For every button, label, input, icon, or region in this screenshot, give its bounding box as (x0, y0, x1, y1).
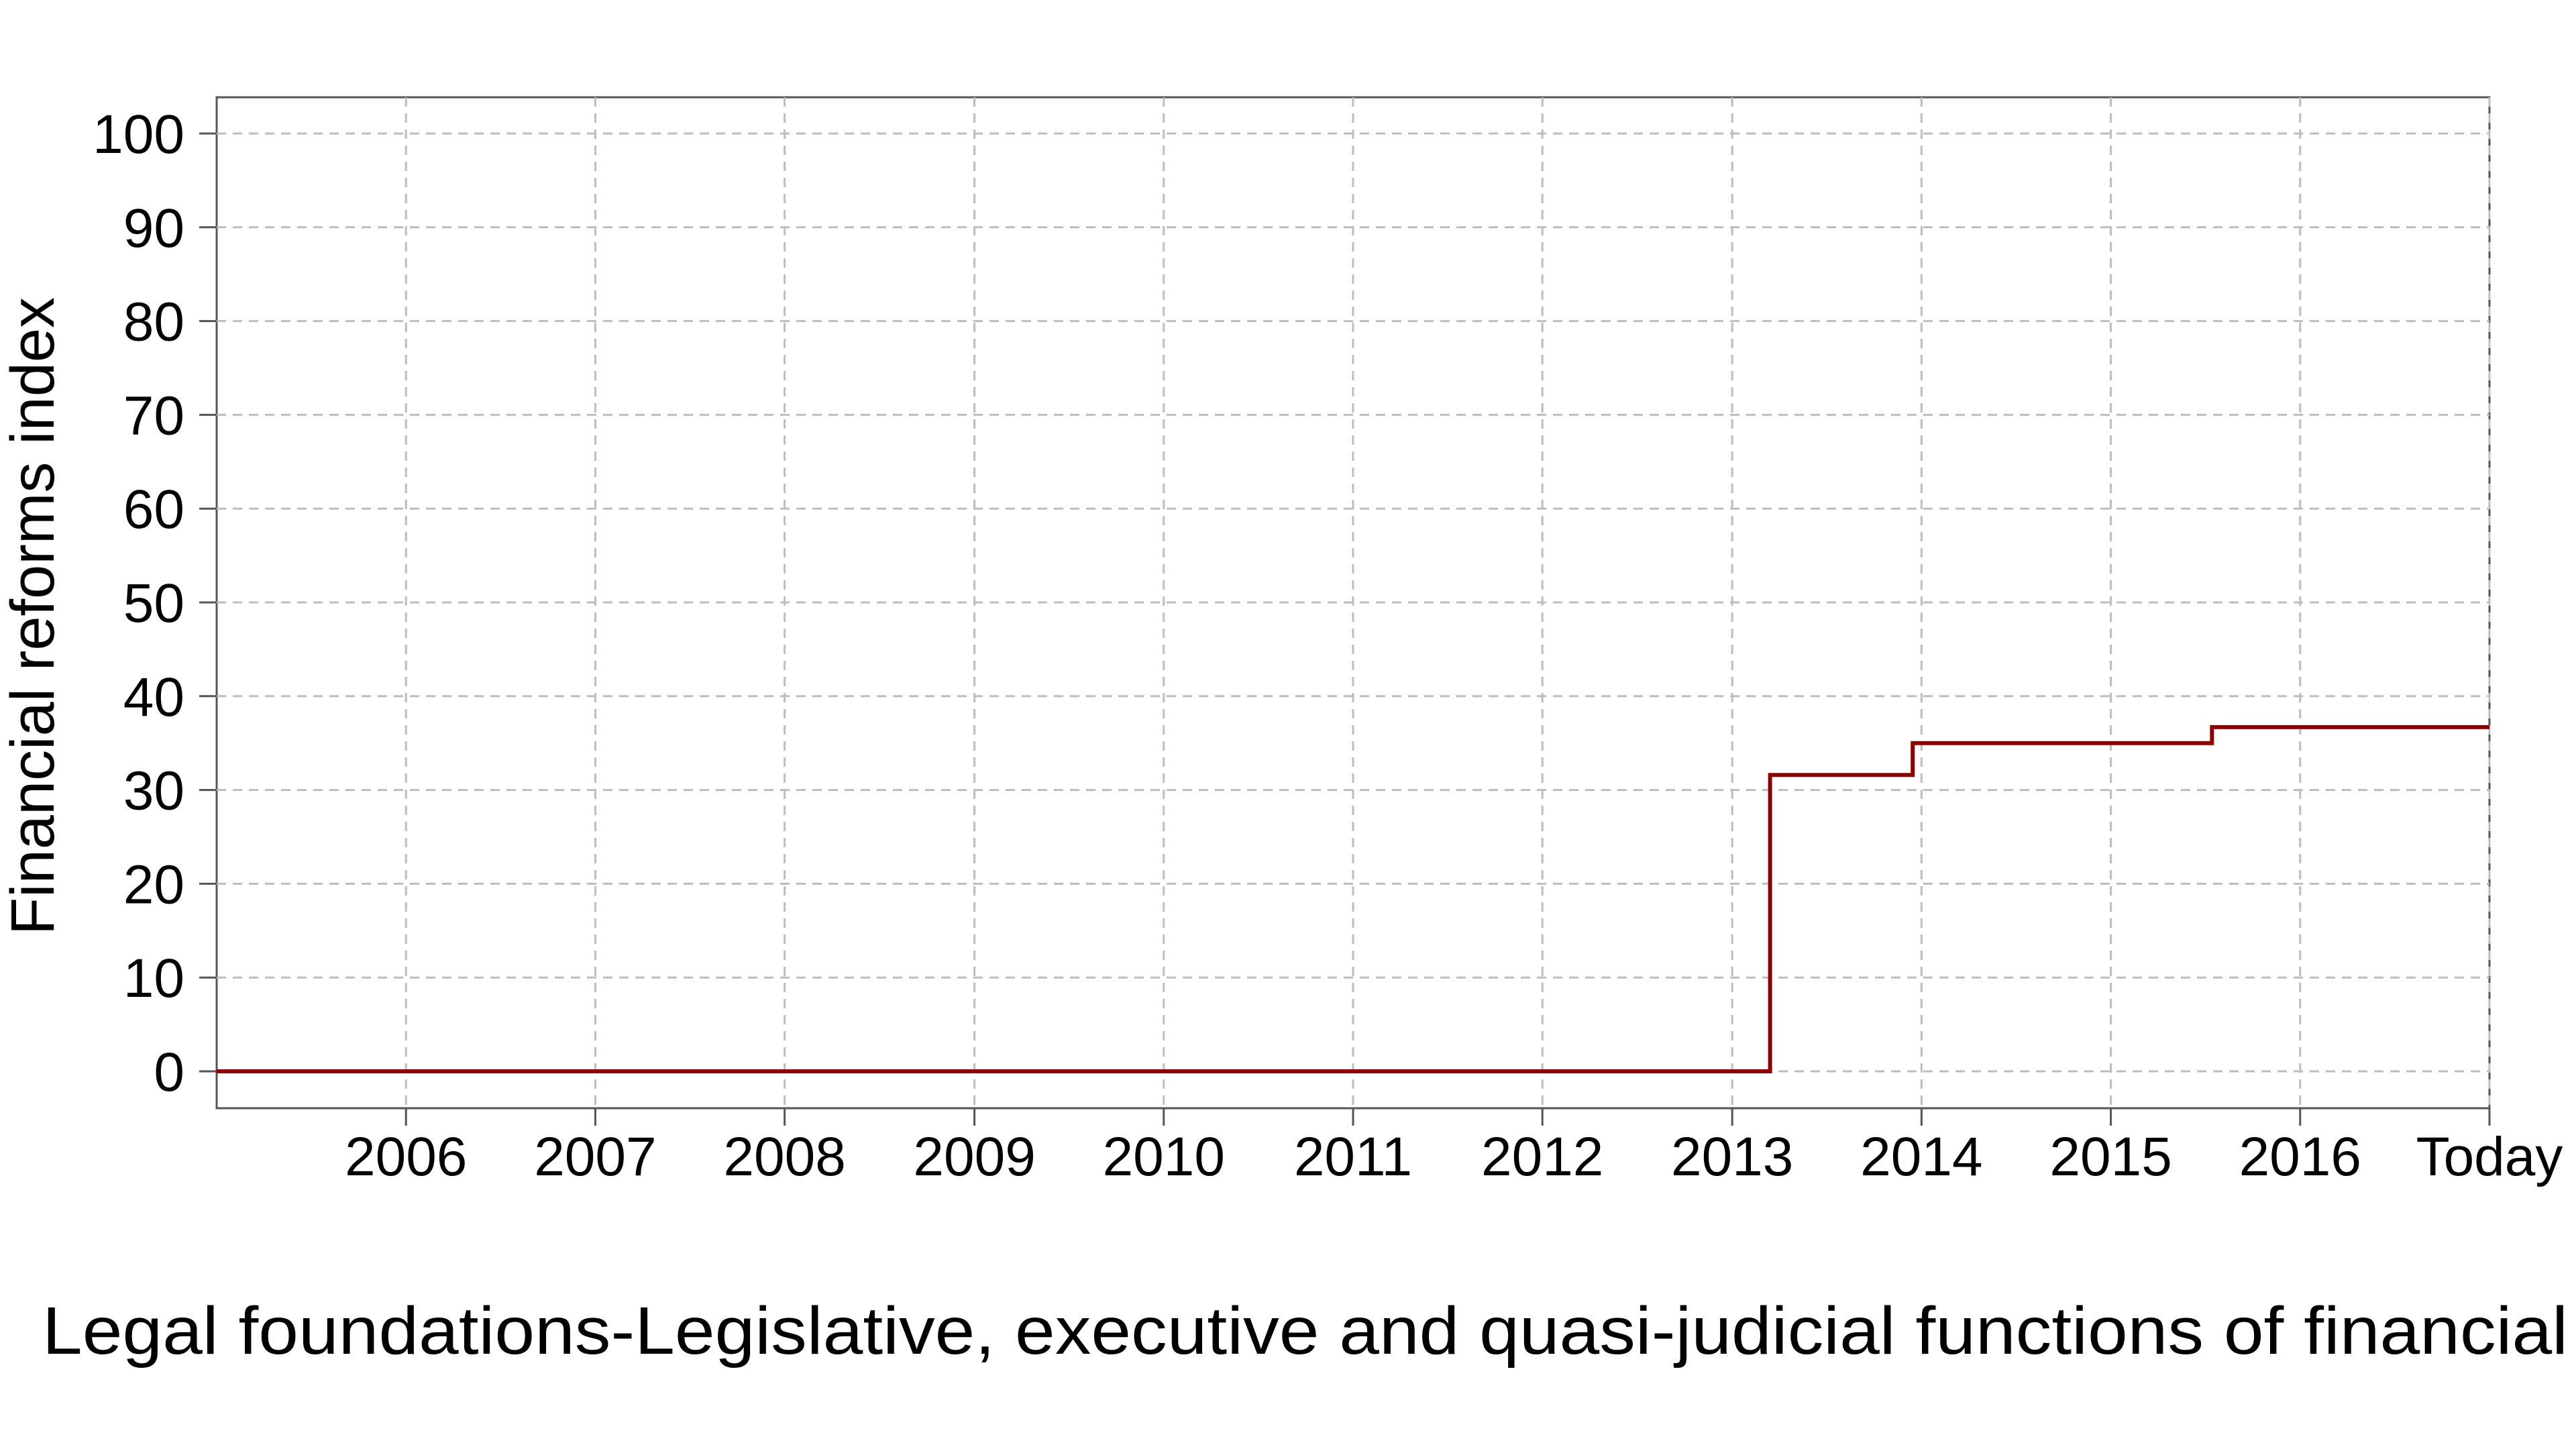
x-tick-label: 2009 (913, 1126, 1035, 1187)
series-layer (217, 724, 2489, 1073)
y-tick-label: 40 (123, 667, 184, 728)
y-tick-label: 20 (123, 854, 184, 915)
grid (217, 97, 2491, 1108)
x-tick-label: 2010 (1103, 1126, 1225, 1187)
y-axis: 0 10 20 30 40 50 60 70 80 90 100 (93, 104, 217, 1103)
y-tick-label: 100 (93, 104, 184, 165)
x-tick-label: 2006 (345, 1126, 467, 1187)
y-tick-label: 90 (123, 198, 184, 259)
x-tick-label: 2016 (2239, 1126, 2361, 1187)
y-tick-label: 10 (123, 948, 184, 1009)
x-tick-label: 2014 (1860, 1126, 1982, 1187)
x-axis: 2006 2007 2008 2009 2010 2011 2012 2013 2014 2015… (345, 1108, 2563, 1187)
y-tick-label: 0 (154, 1042, 184, 1103)
x-tick-label: 2011 (1294, 1126, 1412, 1187)
x-tick-label: 2013 (1671, 1126, 1793, 1187)
x-tick-label: 2012 (1481, 1126, 1603, 1187)
y-tick-label: 30 (123, 761, 184, 822)
x-tick-label: 2008 (723, 1126, 845, 1187)
y-axis-title: Financial reforms index (0, 297, 67, 935)
y-tick-label: 60 (123, 479, 184, 540)
y-tick-label: 70 (123, 385, 184, 446)
chart-caption: Legal foundations-Legislative, executive… (42, 1293, 2568, 1368)
series-line (217, 724, 2489, 1073)
y-tick-label: 80 (123, 292, 184, 353)
y-tick-label: 50 (123, 573, 184, 634)
x-tick-label: 2007 (534, 1126, 656, 1187)
x-tick-label: Today (2416, 1126, 2563, 1187)
x-tick-label: 2015 (2049, 1126, 2171, 1187)
